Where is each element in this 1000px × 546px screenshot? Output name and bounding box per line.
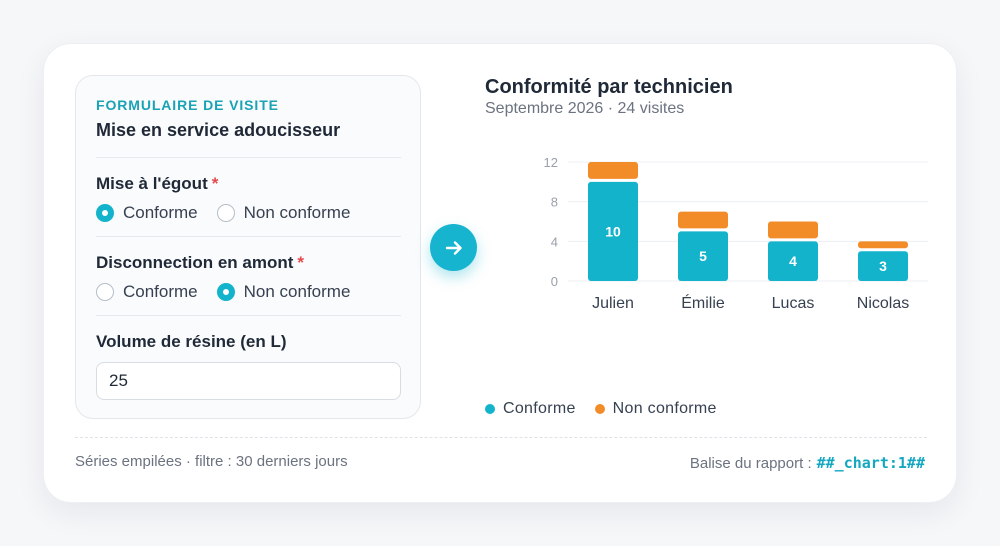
report-tag-value[interactable]: ##_chart:1## — [816, 454, 925, 472]
bar-data-label: 10 — [605, 223, 621, 239]
legend-label: Conforme — [503, 400, 576, 417]
radio-group-egout: Conforme Non conforme — [96, 203, 369, 223]
report-card: FORMULAIRE DE VISITE Mise en service ado… — [43, 43, 957, 503]
radio-label: Conforme — [123, 203, 198, 222]
y-tick-label: 8 — [551, 195, 558, 210]
form-divider — [96, 315, 401, 316]
form-divider — [96, 236, 401, 237]
form-title: Mise en service adoucisseur — [96, 120, 341, 140]
radio-disconnection-conforme[interactable]: Conforme — [96, 282, 198, 302]
stacked-bar-chart: 0 4 8 12 10 Julien 5 Émilie 4 Lucas 3 Nicolas — [544, 155, 928, 312]
field-label-egout: Mise à l'égout * — [96, 174, 218, 194]
footer-divider — [75, 437, 927, 438]
legend-label: Non conforme — [612, 400, 717, 417]
report-tag-label: Balise du rapport : — [689, 455, 812, 472]
bar-segment-conforme — [858, 251, 908, 281]
radio-label: Non conforme — [243, 203, 351, 222]
field-label-text: Mise à l'égout — [96, 174, 208, 193]
x-tick-label: Émilie — [681, 293, 725, 312]
radio-checked-icon[interactable] — [216, 283, 235, 301]
visit-form: FORMULAIRE DE VISITE Mise en service ado… — [75, 75, 421, 419]
bar-segment-conforme — [678, 231, 728, 281]
legend-item-non-conforme: Non conforme — [594, 400, 717, 418]
legend-item-conforme: Conforme — [485, 400, 576, 418]
y-tick-label: 12 — [544, 155, 558, 170]
bar-segment-non-conforme — [678, 211, 728, 229]
x-tick-label: Nicolas — [857, 295, 909, 312]
bar-segment-non-conforme — [768, 221, 818, 239]
radio-group-disconnection: Conforme Non conforme — [96, 282, 369, 302]
radio-disconnection-non-conforme[interactable]: Non conforme — [216, 282, 351, 302]
bar-data-label: 4 — [789, 253, 797, 269]
bar-segment-conforme — [588, 181, 638, 281]
legend-dot-icon — [594, 404, 605, 414]
arrow-button[interactable] — [430, 224, 477, 271]
form-kicker: FORMULAIRE DE VISITE — [96, 97, 279, 113]
radio-checked-icon[interactable] — [96, 204, 114, 222]
volume-input[interactable] — [96, 362, 401, 400]
bar-segment-non-conforme — [588, 162, 638, 179]
x-tick-label: Julien — [592, 295, 634, 312]
bar-segment-conforme — [768, 241, 818, 281]
required-mark: * — [297, 253, 305, 272]
legend-dot-icon — [485, 404, 495, 414]
bar-data-label: 3 — [879, 258, 887, 274]
field-label-volume: Volume de résine (en L) — [96, 332, 287, 351]
field-label-text: Disconnection en amont — [96, 253, 294, 272]
x-tick-label: Lucas — [772, 295, 815, 312]
field-label-disconnection: Disconnection en amont * — [96, 253, 304, 273]
footer-note: Séries empilées · filtre : 30 derniers j… — [75, 453, 348, 470]
radio-unchecked-icon[interactable] — [96, 283, 114, 301]
bar-data-label: 5 — [699, 248, 707, 264]
y-tick-label: 0 — [551, 274, 558, 289]
chart-legend: Conforme Non conforme — [485, 400, 736, 418]
chart-title: Conformité par technicien — [485, 76, 733, 98]
form-divider — [96, 157, 401, 158]
radio-unchecked-icon[interactable] — [216, 204, 235, 222]
required-mark: * — [211, 174, 219, 193]
report-tag: Balise du rapport : ##_chart:1## — [690, 454, 925, 472]
radio-label: Conforme — [123, 282, 198, 301]
radio-label: Non conforme — [243, 282, 351, 301]
chart-subtitle: Septembre 2026 · 24 visites — [485, 100, 685, 117]
y-tick-label: 4 — [551, 234, 558, 249]
bar-segment-non-conforme — [858, 241, 908, 249]
arrow-right-icon — [445, 240, 462, 255]
radio-egout-non-conforme[interactable]: Non conforme — [216, 203, 351, 223]
radio-egout-conforme[interactable]: Conforme — [96, 203, 198, 223]
